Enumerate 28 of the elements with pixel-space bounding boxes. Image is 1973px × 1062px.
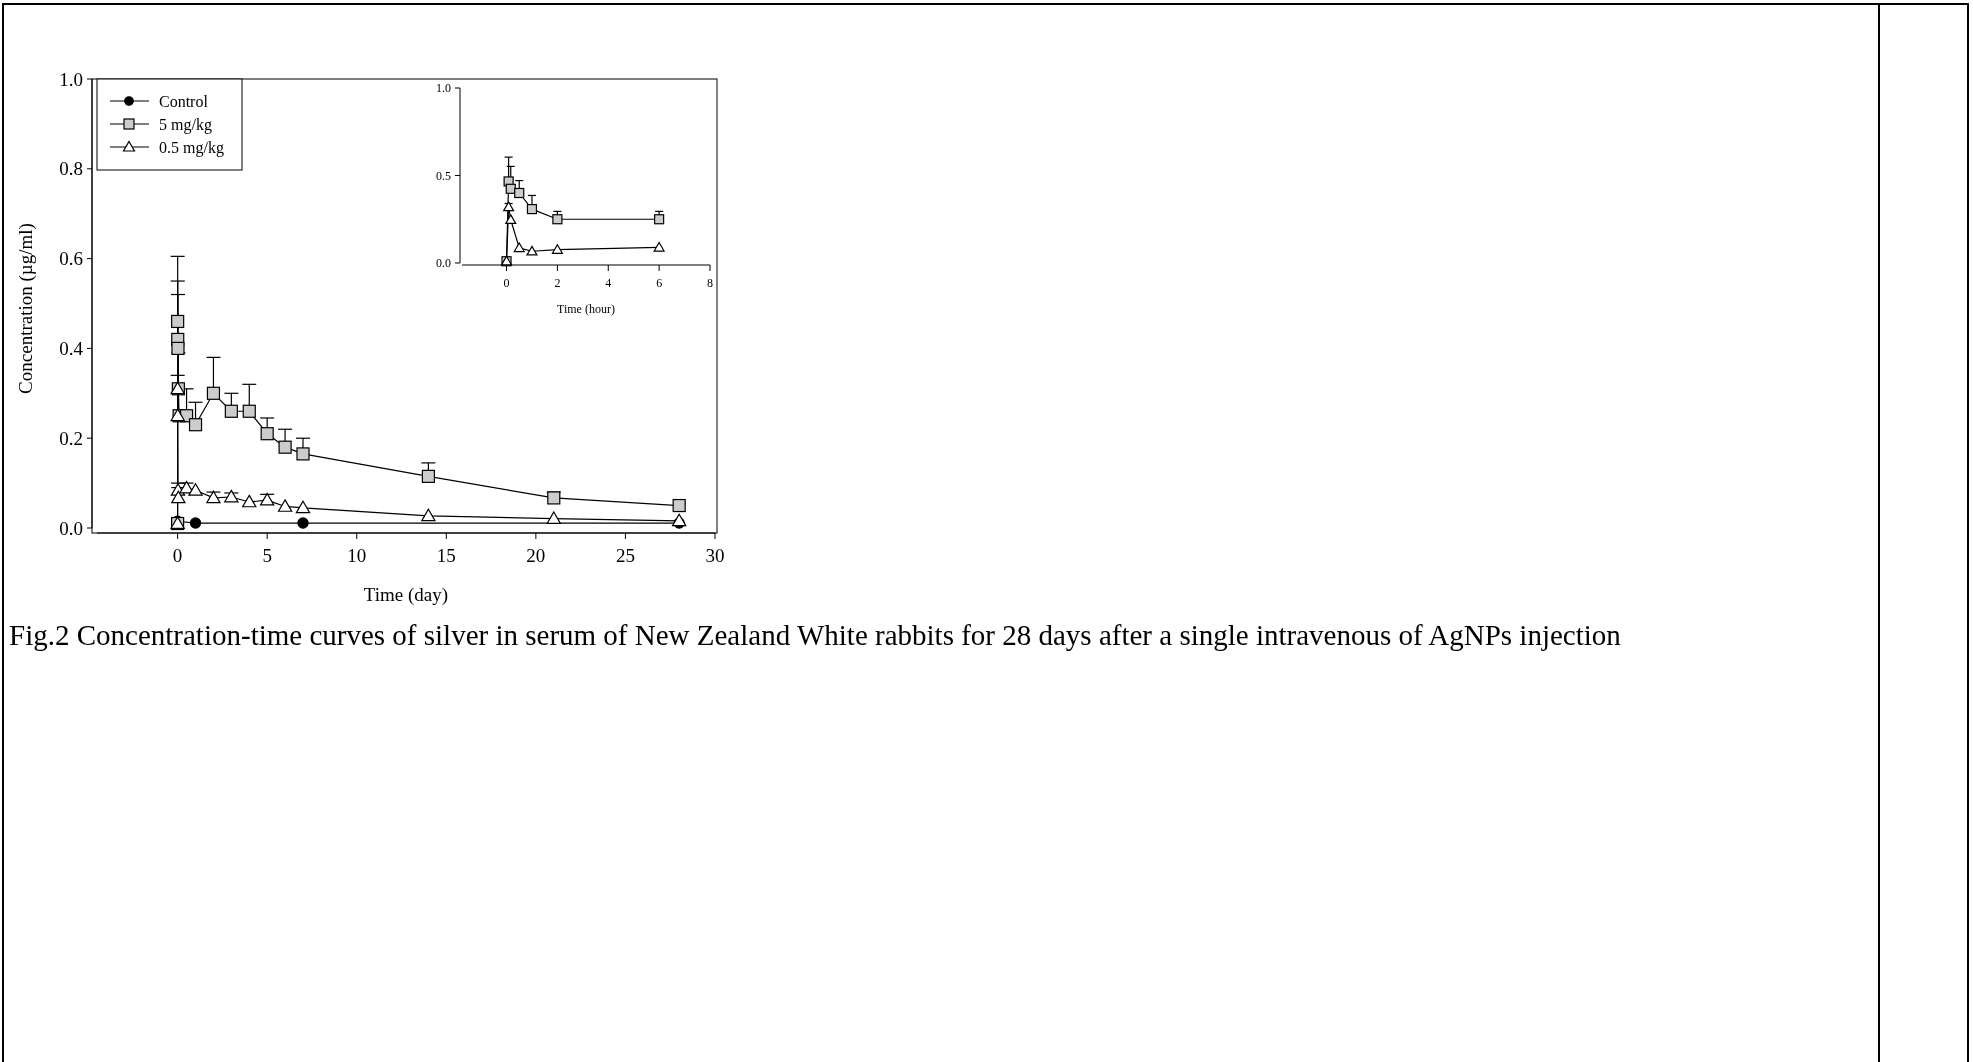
y-tick-label: 0.8 [59, 158, 83, 180]
x-tick-label: 10 [347, 545, 367, 566]
legend-label: 5 mg/kg [159, 115, 212, 134]
x-tick-label: 8 [707, 276, 713, 290]
x-tick-label: 0 [172, 545, 183, 566]
x-tick-label: 2 [554, 276, 561, 290]
x-tick-label: 4 [605, 276, 612, 290]
x-tick-label: 25 [615, 545, 635, 566]
y-tick-label: 0.0 [436, 256, 451, 271]
y-tick-label: 0.5 [436, 168, 451, 183]
x-tick-label: 0 [503, 276, 510, 290]
y-axis-title: Concentration (µg/ml) [15, 223, 37, 394]
y-tick-label: 1.0 [436, 81, 451, 96]
y-tick-label: 0.0 [59, 517, 83, 539]
caption: Fig.2 Concentration-time curves of silver in serum of New Zealand White rabbits for 28 days after a single intravenous of AgNPs injection [9, 619, 1622, 651]
legend-label: 0.5 mg/kg [159, 138, 224, 157]
y-tick-label: 0.2 [59, 427, 83, 449]
legend-label: Control [159, 92, 209, 110]
x-tick-label: 15 [436, 545, 456, 566]
x-tick-label: 6 [656, 276, 663, 290]
y-tick-label: 0.6 [59, 248, 83, 270]
x-tick-label: 20 [526, 545, 546, 566]
y-tick-label: 1.0 [59, 68, 83, 90]
x-tick-label: 30 [705, 545, 725, 566]
x-axis-title: Time (day) [363, 584, 449, 607]
y-tick-label: 0.4 [59, 338, 84, 360]
x-tick-label: 5 [262, 545, 272, 566]
x-axis-title: Time (hour) [557, 302, 615, 316]
